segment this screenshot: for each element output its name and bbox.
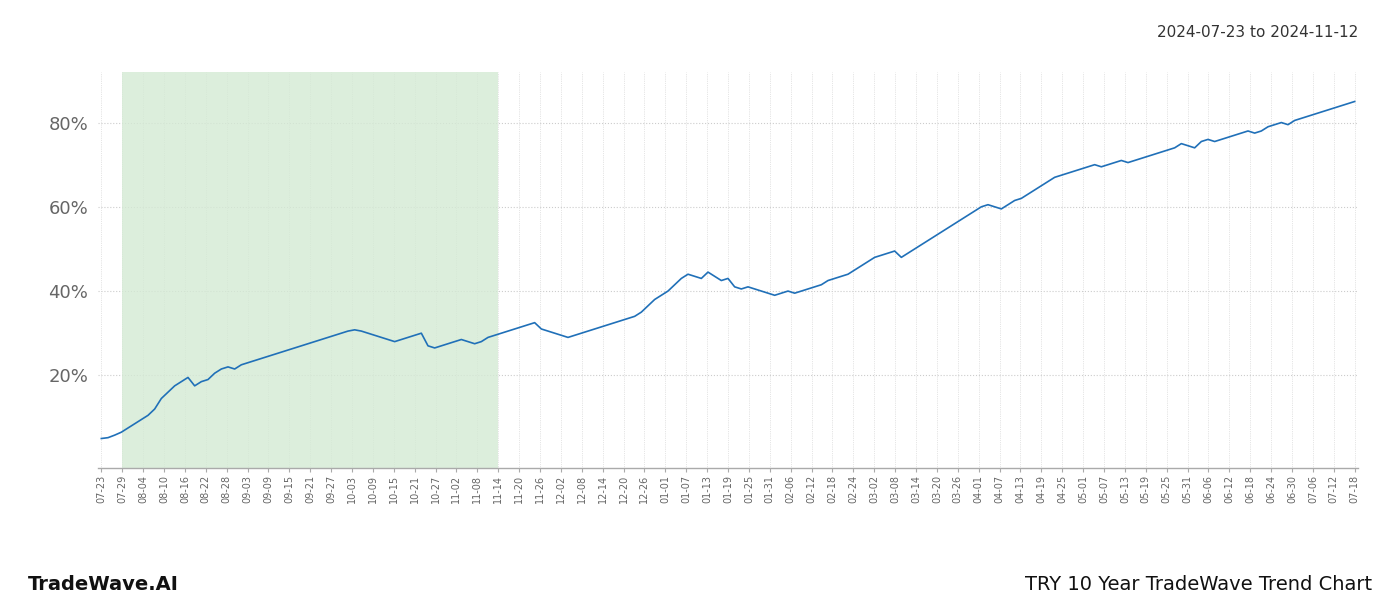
Text: TradeWave.AI: TradeWave.AI [28,575,179,594]
Text: TRY 10 Year TradeWave Trend Chart: TRY 10 Year TradeWave Trend Chart [1025,575,1372,594]
Bar [122,72,498,468]
Text: 2024-07-23 to 2024-11-12: 2024-07-23 to 2024-11-12 [1156,25,1358,40]
